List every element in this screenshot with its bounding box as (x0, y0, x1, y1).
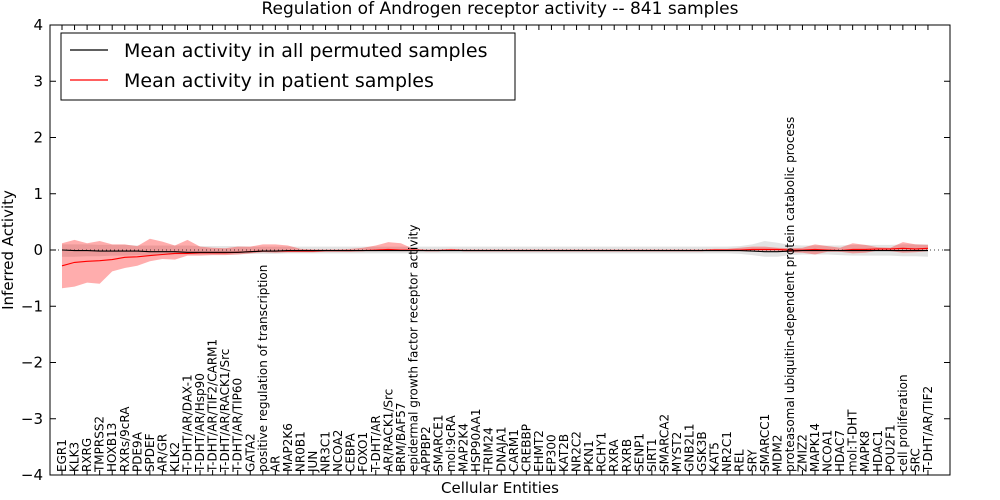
x-category-label: positive regulation of transcription (256, 265, 270, 472)
x-category-label: EHMT2 (532, 430, 546, 472)
x-category-label: EP300 (545, 434, 559, 472)
x-axis-title: Cellular Entities (441, 479, 559, 497)
x-category-label: POU2F1 (883, 424, 897, 472)
y-axis: 4 3 2 1 0 −1 −2 −3 −4 (21, 16, 950, 484)
x-category-label: HSP90AA1 (469, 409, 483, 473)
x-category-label: APPBP2 (419, 426, 433, 472)
x-category-label: SPDEF (143, 433, 157, 472)
y-tick-label: 4 (33, 16, 43, 34)
x-category-label: MDM2 (770, 434, 784, 472)
x-category-label: AR/RACK1/Src (381, 389, 395, 472)
y-tick-label: −2 (21, 354, 43, 372)
x-category-label: NCOA1 (821, 430, 835, 472)
x-category-label: T-DHT/AR/TIF2 (921, 386, 935, 473)
x-category-label: CEBPA (344, 432, 358, 472)
x-category-label: PKN1 (582, 440, 596, 472)
x-category-label: NR0B1 (294, 431, 308, 472)
x-category-label: MAPK8 (858, 431, 872, 472)
x-category-label: SIRT1 (645, 438, 659, 472)
x-category-label: KAT5 (708, 442, 722, 472)
x-category-label: JUN (306, 451, 320, 473)
x-category-label: cell proliferation (896, 374, 910, 472)
y-tick-label: −4 (21, 466, 43, 484)
x-category-label: TMPRSS2 (93, 416, 107, 473)
x-category-label: MAP2K6 (281, 423, 295, 472)
x-category-label: T-DHT/AR/DAX-1 (181, 374, 195, 473)
x-category-label: mol:T-DHT (846, 409, 860, 472)
x-category-label: HOXB13 (105, 423, 119, 472)
x-category-label: KLK3 (68, 442, 82, 472)
x-category-label: SENP1 (632, 433, 646, 472)
x-category-label: RCHY1 (595, 432, 609, 472)
x-category-label: T-DHT/AR/RACK1/Src (218, 349, 232, 473)
x-category-label: MAP2K4 (457, 423, 471, 472)
permuted-mean-line (61, 249, 928, 253)
x-category-label: T-DHT/AR/TIF2/CARM1 (206, 339, 220, 473)
x-category-label: MAPK14 (808, 423, 822, 472)
x-category-label: PDE9A (130, 431, 144, 472)
x-category-label: REL (733, 449, 747, 472)
x-category-label: BRM/BAF57 (394, 402, 408, 472)
x-category-label: NR2C1 (720, 431, 734, 472)
x-category-label: MYST2 (670, 432, 684, 472)
x-category-label: NR2C2 (570, 431, 584, 472)
plot-area (50, 238, 950, 289)
y-tick-label: 0 (33, 241, 43, 259)
x-category-label: NR3C1 (319, 431, 333, 472)
x-category-label: HDAC7 (833, 430, 847, 472)
x-category-label: SMARCA2 (657, 414, 671, 472)
x-category-label: T-DHT/AR (369, 415, 383, 473)
x-category-label: CARM1 (507, 429, 521, 472)
x-category-label: RXRs/9cRA (118, 406, 132, 472)
x-category-label: epidermal growth factor receptor activit… (406, 225, 420, 472)
y-tick-label: 2 (33, 129, 43, 147)
legend-label-permuted: Mean activity in all permuted samples (124, 40, 487, 62)
x-category-label: RXRB (620, 439, 634, 472)
legend-box (60, 32, 516, 101)
x-axis: EGR1KLK3RXRGTMPRSS2HOXB13RXRs/9cRAPDE9AS… (55, 25, 935, 475)
x-category-label: TRIM24 (482, 427, 496, 473)
permuted-range-band (62, 241, 928, 257)
x-category-label: mol:9cRA (444, 415, 458, 472)
x-category-label: KAT2B (557, 434, 571, 472)
x-category-label: SRC (908, 448, 922, 472)
x-category-label: EGR1 (55, 439, 69, 472)
x-category-label: GSK3B (695, 431, 709, 472)
x-category-label: T-DHT/AR/Hsp90 (193, 373, 207, 473)
y-axis-title: Inferred Activity (0, 190, 17, 310)
x-category-label: AR (268, 456, 282, 473)
x-category-label: SMARCE1 (432, 414, 446, 472)
y-tick-label: −1 (21, 297, 43, 315)
x-category-label: CREBBP (519, 424, 533, 472)
x-category-label: AR/GR (155, 434, 169, 472)
y-tick-label: −3 (21, 410, 43, 428)
x-category-label: T-DHT/AR/TIP60 (231, 378, 245, 473)
x-category-label: FOXO1 (356, 432, 370, 472)
x-category-label: KLK2 (168, 442, 182, 472)
y-tick-label: 1 (33, 185, 43, 203)
x-category-label: NCOA2 (331, 430, 345, 472)
x-category-label: SMARCC1 (758, 414, 772, 472)
x-category-label: RXRG (80, 438, 94, 472)
x-category-label: ZMIZ2 (796, 434, 810, 472)
x-category-label: SRY (745, 449, 759, 472)
x-category-label: RXRA (607, 439, 621, 472)
x-category-label: GNB2L1 (683, 424, 697, 472)
legend-label-patient: Mean activity in patient samples (124, 70, 434, 92)
chart-title: Regulation of Androgen receptor activity… (262, 0, 739, 19)
x-category-label: proteasomal ubiquitin-dependent protein … (783, 117, 797, 472)
legend: Mean activity in all permuted samples Me… (60, 32, 516, 101)
x-category-label: DNAJA1 (494, 426, 508, 472)
x-category-label: HDAC1 (871, 430, 885, 472)
y-tick-label: 3 (33, 72, 43, 90)
x-category-label: GATA2 (243, 433, 257, 472)
